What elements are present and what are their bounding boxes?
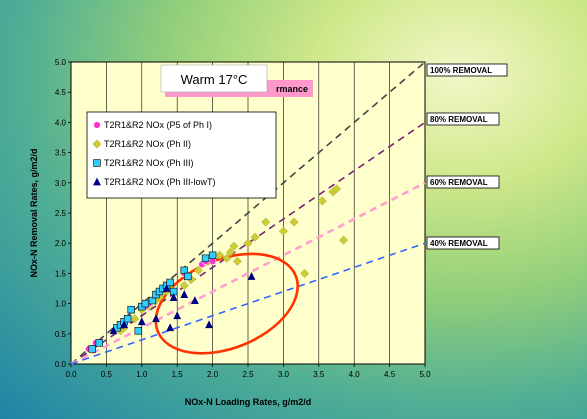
legend: T2R1&R2 NOx (P5 of Ph I) T2R1&R2 NOx (Ph … [86, 111, 277, 199]
data-point-diamond [339, 235, 349, 245]
legend-label: T2R1&R2 NOx (Ph II) [104, 139, 191, 149]
removal-label: 40% REMOVAL [430, 239, 488, 248]
data-point-diamond [261, 217, 271, 227]
data-point-triangle [120, 320, 128, 329]
data-point-triangle [166, 323, 175, 332]
y-tick-label: 4.5 [55, 88, 67, 97]
x-tick-label: 4.0 [349, 370, 361, 379]
data-point-triangle [247, 272, 256, 280]
data-point-diamond [289, 217, 299, 227]
data-points [84, 184, 349, 353]
data-point-diamond [225, 247, 235, 257]
data-point-diamond [193, 265, 203, 275]
chart-title-box: rmance Warm 17°C [160, 64, 313, 97]
data-point-square [123, 314, 132, 323]
removal-label: 80% REMOVAL [430, 115, 488, 124]
y-tick-label: 1.0 [55, 300, 67, 309]
removal-label-box [426, 175, 500, 189]
data-point-diamond [229, 241, 239, 251]
data-point-square [88, 345, 96, 353]
data-point-square [166, 278, 174, 287]
x-tick-label: 3.0 [278, 370, 290, 379]
data-point-diamond [250, 232, 260, 242]
data-point-triangle [173, 311, 182, 320]
data-point-diamond [130, 314, 140, 324]
legend-label: T2R1&R2 NOx (P5 of Ph I) [104, 120, 212, 130]
x-axis-title: NOx-N Loading Rates, g/m2/d [185, 397, 312, 407]
data-point-triangle [205, 320, 213, 329]
legend-box [86, 111, 277, 199]
data-point-square [127, 305, 135, 314]
x-tick-label: 1.0 [136, 370, 148, 379]
removal-line-100 [70, 61, 426, 365]
legend-marker-diamond [92, 139, 102, 149]
legend-marker-circle [93, 121, 101, 129]
y-tick-label: 3.0 [55, 179, 67, 188]
title-box [160, 64, 268, 93]
removal-label: 60% REMOVAL [430, 178, 488, 187]
data-point-square [184, 272, 192, 281]
data-point-diamond [222, 253, 232, 263]
x-tick-label: 0.0 [65, 370, 77, 379]
data-point-diamond [278, 226, 288, 236]
removal-label-box [426, 112, 500, 126]
data-point-diamond [179, 280, 189, 290]
data-point-diamond [317, 196, 327, 206]
data-point-diamond [243, 238, 253, 248]
y-tick-label: 5.0 [55, 58, 67, 67]
x-tick-label: 2.5 [242, 370, 254, 379]
y-tick-label: 4.0 [55, 118, 67, 127]
data-point-square [201, 254, 210, 262]
reference-lines [70, 61, 426, 366]
y-tick-label: 0.0 [55, 360, 67, 369]
legend-label: T2R1&R2 NOx (Ph III) [104, 158, 194, 168]
data-point-diamond [300, 268, 310, 278]
x-tick-label: 4.5 [384, 370, 396, 379]
data-point-square [208, 251, 217, 259]
chart-subtitle: rmance [276, 84, 308, 94]
chart-title: Warm 17°C [181, 72, 248, 87]
data-point-diamond [332, 184, 341, 194]
y-tick-label: 2.5 [55, 209, 67, 218]
data-point-triangle [191, 296, 199, 304]
data-point-triangle [169, 293, 178, 301]
data-point-diamond [215, 250, 225, 260]
y-tick-label: 1.5 [55, 269, 67, 278]
data-point-triangle [180, 290, 189, 298]
removal-label-box [426, 63, 508, 77]
legend-marker-triangle [93, 177, 101, 186]
data-point-square [95, 339, 104, 347]
removal-label: 100% REMOVAL [430, 66, 492, 75]
removal-label-box [426, 236, 500, 250]
x-tick-label: 3.5 [313, 370, 325, 379]
y-tick-label: 2.0 [55, 239, 67, 248]
legend-marker-square [93, 159, 101, 167]
data-point-triangle [152, 314, 160, 323]
reference-labels: 100% REMOVAL 80% REMOVAL 60% REMOVAL 40% RE… [426, 63, 508, 250]
removal-line-40 [70, 242, 426, 365]
axis-ticks: 0.0 0.5 1.0 1.5 2.0 2.5 3.0 3.5 4.0 4.5 5.0 0.0 0.5 1… [55, 58, 431, 379]
x-tick-label: 5.0 [419, 370, 431, 379]
data-point-triangle [162, 284, 171, 292]
data-point-square [141, 299, 150, 308]
x-tick-label: 1.5 [172, 370, 184, 379]
legend-label: T2R1&R2 NOx (Ph III-lowT) [104, 177, 216, 187]
x-tick-label: 2.0 [207, 370, 219, 379]
data-point-diamond [232, 256, 242, 266]
data-point-triangle [109, 326, 118, 335]
data-point-square [134, 327, 142, 335]
y-tick-label: 0.5 [55, 330, 67, 339]
removal-line-60 [70, 181, 426, 366]
y-axis-title: NOx-N Removal Rates, g/m2/d [29, 148, 39, 277]
data-point-triangle [137, 317, 146, 326]
y-tick-label: 3.5 [55, 149, 67, 158]
x-tick-label: 0.5 [101, 370, 113, 379]
